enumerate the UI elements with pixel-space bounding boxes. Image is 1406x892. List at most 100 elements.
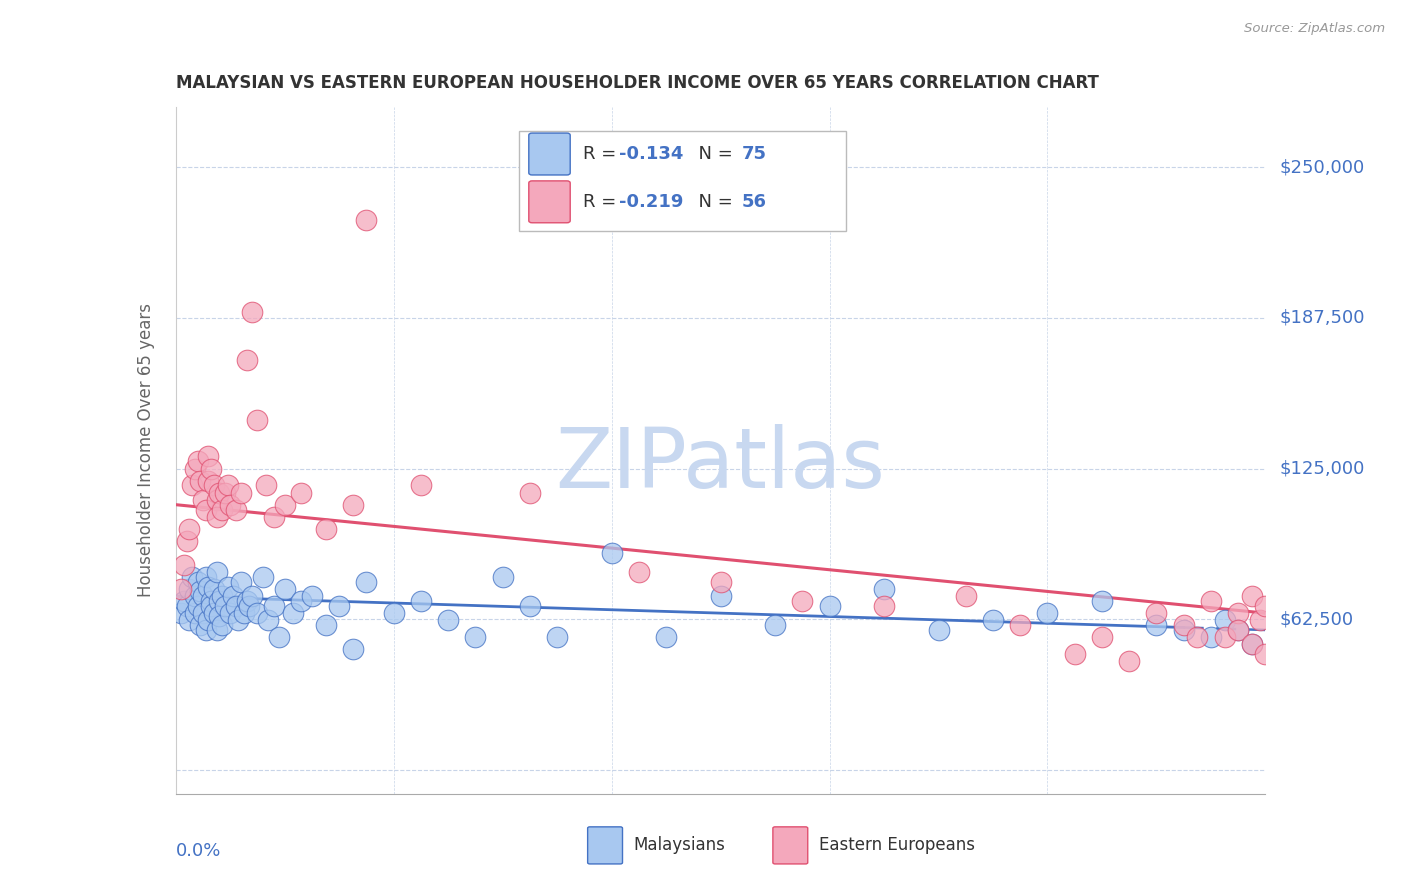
Point <box>1254 647 1277 661</box>
Point <box>222 589 245 603</box>
Point <box>281 606 304 620</box>
FancyBboxPatch shape <box>519 131 846 231</box>
Point <box>873 599 896 613</box>
Point <box>181 570 204 584</box>
Point <box>792 594 814 608</box>
Point <box>205 509 228 524</box>
Point <box>263 599 285 613</box>
FancyBboxPatch shape <box>529 133 571 175</box>
Text: $125,000: $125,000 <box>1279 459 1365 477</box>
Point <box>202 606 225 620</box>
Point <box>1254 599 1277 613</box>
Point <box>873 582 896 596</box>
Point <box>627 565 650 579</box>
Point <box>191 606 214 620</box>
Point <box>202 582 225 596</box>
Point <box>179 613 201 627</box>
Point <box>328 599 350 613</box>
Text: N =: N = <box>686 145 738 163</box>
Point <box>252 570 274 584</box>
Text: ZIPatlas: ZIPatlas <box>555 424 886 505</box>
Point <box>257 613 280 627</box>
Point <box>1063 647 1085 661</box>
Point <box>1091 594 1114 608</box>
Point <box>1227 623 1250 637</box>
Point <box>519 599 541 613</box>
Text: MALAYSIAN VS EASTERN EUROPEAN HOUSEHOLDER INCOME OVER 65 YEARS CORRELATION CHART: MALAYSIAN VS EASTERN EUROPEAN HOUSEHOLDE… <box>176 74 1098 92</box>
Point <box>235 594 257 608</box>
Text: $187,500: $187,500 <box>1279 309 1365 326</box>
Point <box>200 461 222 475</box>
Point <box>600 546 623 560</box>
Point <box>202 478 225 492</box>
Point <box>1187 630 1209 644</box>
Point <box>928 623 950 637</box>
Point <box>356 574 378 589</box>
Point <box>184 461 207 475</box>
Point <box>1240 637 1263 651</box>
Point <box>409 594 432 608</box>
Point <box>232 606 254 620</box>
FancyBboxPatch shape <box>773 827 808 864</box>
Point <box>191 589 214 603</box>
Point <box>763 618 786 632</box>
Text: R =: R = <box>583 193 623 211</box>
Point <box>211 618 233 632</box>
Point <box>1199 594 1222 608</box>
Point <box>179 582 201 596</box>
Point <box>1091 630 1114 644</box>
Point <box>1227 606 1250 620</box>
Point <box>1118 654 1140 668</box>
Point <box>194 623 217 637</box>
Point <box>1010 618 1032 632</box>
Point <box>170 606 193 620</box>
Point <box>356 213 378 227</box>
Point <box>240 305 263 319</box>
Point <box>240 589 263 603</box>
Point <box>1173 618 1195 632</box>
Point <box>235 353 257 368</box>
Point <box>342 498 364 512</box>
Text: Source: ZipAtlas.com: Source: ZipAtlas.com <box>1244 22 1385 36</box>
Point <box>382 606 405 620</box>
Point <box>981 613 1004 627</box>
Point <box>1144 606 1167 620</box>
Point <box>710 574 733 589</box>
Y-axis label: Householder Income Over 65 years: Householder Income Over 65 years <box>136 303 155 598</box>
Point <box>1249 613 1271 627</box>
Point <box>184 589 207 603</box>
Point <box>205 623 228 637</box>
Point <box>176 533 198 548</box>
Point <box>955 589 977 603</box>
Point <box>342 642 364 657</box>
Point <box>1144 618 1167 632</box>
Point <box>197 450 219 464</box>
Point <box>181 478 204 492</box>
Point <box>710 589 733 603</box>
Point <box>274 582 297 596</box>
Point <box>231 485 253 500</box>
Point <box>437 613 460 627</box>
Point <box>301 589 323 603</box>
Point <box>188 584 211 599</box>
Point <box>246 606 269 620</box>
Text: R =: R = <box>583 145 623 163</box>
Text: 0.0%: 0.0% <box>176 842 221 860</box>
Point <box>519 485 541 500</box>
Point <box>1036 606 1059 620</box>
Text: $250,000: $250,000 <box>1279 158 1365 177</box>
Point <box>197 474 219 488</box>
Point <box>225 599 247 613</box>
Point <box>274 498 297 512</box>
Point <box>1213 613 1236 627</box>
Point <box>1240 637 1263 651</box>
Point <box>186 454 209 468</box>
Point <box>208 485 231 500</box>
Point <box>655 630 678 644</box>
Point <box>225 502 247 516</box>
Point <box>464 630 486 644</box>
Point <box>269 630 291 644</box>
Point <box>217 478 239 492</box>
Point <box>205 492 228 507</box>
FancyBboxPatch shape <box>588 827 623 864</box>
